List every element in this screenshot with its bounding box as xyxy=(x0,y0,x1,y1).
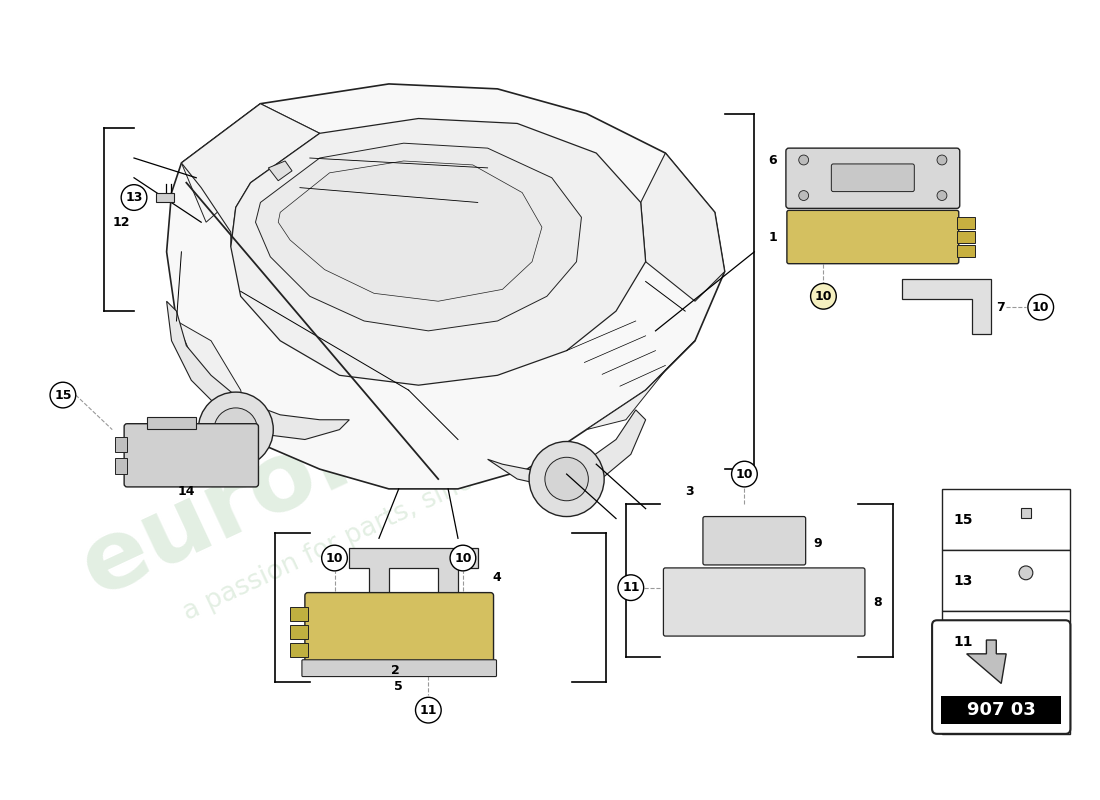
Circle shape xyxy=(618,575,644,601)
Text: 13: 13 xyxy=(954,574,974,588)
Bar xyxy=(290,626,308,639)
Circle shape xyxy=(937,155,947,165)
Text: 14: 14 xyxy=(177,486,195,498)
Text: 11: 11 xyxy=(419,704,437,717)
FancyBboxPatch shape xyxy=(124,424,258,487)
Bar xyxy=(146,417,196,429)
Text: 12: 12 xyxy=(112,216,130,229)
Text: 907 03: 907 03 xyxy=(967,701,1035,719)
Text: 4: 4 xyxy=(493,571,502,584)
Bar xyxy=(957,245,975,257)
Text: 10: 10 xyxy=(1032,301,1049,314)
Circle shape xyxy=(450,545,476,571)
Circle shape xyxy=(198,392,273,467)
Polygon shape xyxy=(176,321,251,439)
Polygon shape xyxy=(640,153,725,302)
Text: 2: 2 xyxy=(390,664,399,677)
Text: 10: 10 xyxy=(736,467,754,481)
FancyBboxPatch shape xyxy=(932,620,1070,734)
Text: 10: 10 xyxy=(454,551,472,565)
Bar xyxy=(957,231,975,243)
Circle shape xyxy=(1027,294,1054,320)
FancyBboxPatch shape xyxy=(786,210,959,264)
Bar xyxy=(940,696,1062,724)
Circle shape xyxy=(321,545,348,571)
Polygon shape xyxy=(586,341,695,430)
Bar xyxy=(116,437,128,452)
Text: 10: 10 xyxy=(815,290,833,302)
Text: 6: 6 xyxy=(769,154,777,167)
Circle shape xyxy=(416,698,441,723)
FancyBboxPatch shape xyxy=(305,593,494,662)
Polygon shape xyxy=(967,640,1006,683)
Text: 10: 10 xyxy=(326,551,343,565)
Text: 13: 13 xyxy=(125,191,143,204)
Text: 15: 15 xyxy=(954,513,974,526)
Circle shape xyxy=(799,190,808,201)
Bar xyxy=(290,643,308,657)
Polygon shape xyxy=(166,84,725,489)
Circle shape xyxy=(799,155,808,165)
Text: 11: 11 xyxy=(623,581,639,594)
Polygon shape xyxy=(182,104,320,247)
Circle shape xyxy=(1019,566,1033,580)
Circle shape xyxy=(732,462,757,487)
Polygon shape xyxy=(902,279,991,334)
Polygon shape xyxy=(487,410,646,489)
Text: 1: 1 xyxy=(768,230,777,243)
Circle shape xyxy=(811,283,836,309)
FancyBboxPatch shape xyxy=(663,568,865,636)
Circle shape xyxy=(544,458,588,501)
Circle shape xyxy=(51,382,76,408)
Circle shape xyxy=(529,442,604,517)
Bar xyxy=(156,193,174,202)
Text: 5: 5 xyxy=(394,680,403,693)
Bar xyxy=(116,458,128,474)
Bar xyxy=(942,489,1070,550)
Text: 8: 8 xyxy=(872,596,881,609)
Bar xyxy=(957,218,975,229)
Text: euroParts: euroParts xyxy=(67,304,592,614)
Bar xyxy=(290,607,308,622)
Text: 11: 11 xyxy=(954,635,974,649)
Bar xyxy=(1021,508,1031,518)
Text: 10: 10 xyxy=(954,696,974,710)
Circle shape xyxy=(1020,698,1032,709)
Polygon shape xyxy=(350,548,477,602)
Bar xyxy=(942,611,1070,673)
Polygon shape xyxy=(268,161,292,181)
Polygon shape xyxy=(166,302,350,439)
Text: 9: 9 xyxy=(814,537,822,550)
Bar xyxy=(942,673,1070,734)
FancyBboxPatch shape xyxy=(301,660,496,677)
Circle shape xyxy=(214,408,257,451)
Text: 7: 7 xyxy=(997,301,1005,314)
Circle shape xyxy=(937,190,947,201)
Text: a passion for parts, since 1995: a passion for parts, since 1995 xyxy=(179,430,559,626)
Bar xyxy=(942,550,1070,611)
FancyBboxPatch shape xyxy=(832,164,914,191)
Circle shape xyxy=(121,185,146,210)
Polygon shape xyxy=(182,104,320,222)
Polygon shape xyxy=(278,161,542,302)
Text: 15: 15 xyxy=(54,389,72,402)
Polygon shape xyxy=(231,118,646,385)
FancyBboxPatch shape xyxy=(785,148,959,208)
Text: 3: 3 xyxy=(685,486,694,498)
FancyBboxPatch shape xyxy=(703,517,805,565)
Polygon shape xyxy=(255,143,582,331)
